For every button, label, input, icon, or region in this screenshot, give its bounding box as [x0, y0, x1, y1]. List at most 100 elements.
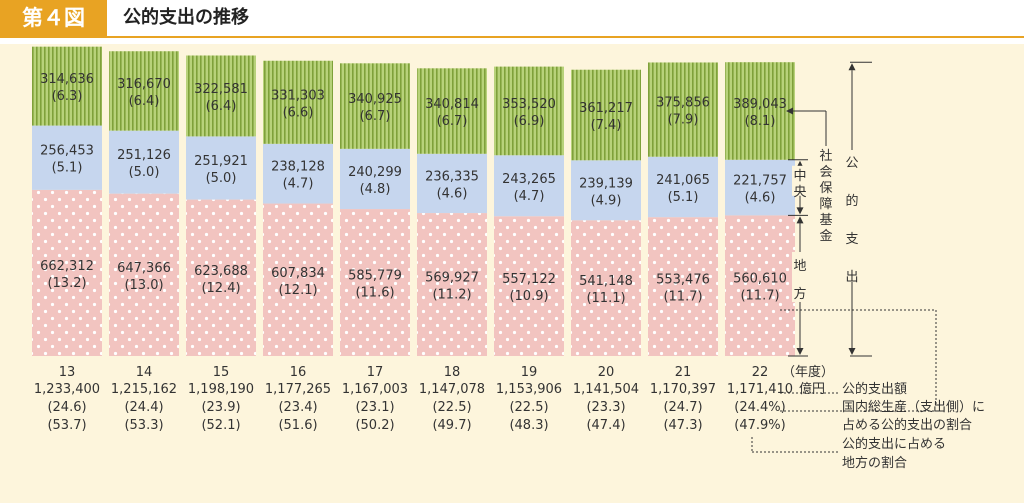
bar-share-label: (11.1)	[586, 291, 625, 306]
gdp-share-label: (23.1)	[355, 400, 394, 415]
note-label: 公的支出額	[842, 381, 907, 397]
bar-segment-local	[725, 215, 795, 356]
bar-value-label: 553,476	[656, 273, 710, 288]
local-label-bg	[792, 252, 808, 302]
category-tick-label: 14	[136, 365, 153, 380]
bar-share-label: (6.7)	[360, 109, 391, 124]
local-share-label: (53.7)	[47, 418, 86, 433]
bar-share-label: (7.4)	[591, 118, 622, 133]
bar-segment-local	[417, 213, 487, 356]
bar-share-label: (5.0)	[206, 171, 237, 186]
category-tick-label: 21	[675, 365, 692, 380]
bar-value-label: 569,927	[425, 271, 479, 286]
total-bracket-arrow-up	[848, 63, 856, 71]
bar-value-label: 331,303	[271, 88, 325, 103]
bar-value-label: 241,065	[656, 173, 710, 188]
bar-share-label: (8.1)	[745, 114, 776, 129]
total-bracket-arrow-down	[848, 348, 856, 355]
bar-share-label: (11.7)	[663, 290, 702, 305]
bar-segment-local	[32, 189, 102, 356]
gdp-share-label: (22.5)	[509, 400, 548, 415]
bar-segment-social-security	[263, 60, 333, 144]
local-share-label: (47.3)	[663, 418, 702, 433]
bar-segment-local	[263, 203, 333, 356]
total-value-label: 1,167,003	[342, 382, 408, 397]
bar-segment-central	[32, 125, 102, 190]
bar-value-label: 251,921	[194, 154, 248, 169]
category-tick-label: 16	[290, 365, 307, 380]
bar-segment-social-security	[109, 51, 179, 131]
bar-share-label: (11.6)	[355, 286, 394, 301]
bar-segment-central	[263, 143, 333, 204]
bar-share-label: (13.2)	[47, 276, 86, 291]
bar-value-label: 238,128	[271, 160, 325, 175]
bar-share-label: (6.9)	[514, 114, 545, 129]
bar-segment-social-security	[32, 46, 102, 126]
bar-value-label: 353,520	[502, 97, 556, 112]
fiscal-year-suffix: （年度）	[782, 364, 834, 380]
bar-value-label: 541,148	[579, 274, 633, 289]
total-value-label: 1,198,190	[188, 382, 254, 397]
total-value-label: 1,215,162	[111, 382, 177, 397]
bar-share-label: (13.0)	[124, 278, 163, 293]
bar-share-label: (10.9)	[509, 289, 548, 304]
bar-value-label: 221,757	[733, 174, 787, 189]
bar-value-label: 340,925	[348, 92, 402, 107]
bar-value-label: 322,581	[194, 82, 248, 97]
figure-header: 第４図 公的支出の推移	[0, 0, 1024, 38]
total-value-label: 1,233,400	[34, 382, 100, 397]
local-share-label: (47.4)	[586, 418, 625, 433]
bar-value-label: 240,299	[348, 165, 402, 180]
category-tick-label: 22	[752, 365, 769, 380]
social-fund-pointer-arrow	[786, 107, 793, 115]
local-share-label: (47.9%)	[734, 418, 785, 433]
bar-share-label: (6.6)	[283, 105, 314, 120]
bar-share-label: (4.7)	[514, 189, 545, 204]
gdp-share-label: (24.6)	[47, 400, 86, 415]
gdp-share-label: (22.5)	[432, 400, 471, 415]
total-value-label: 1,147,078	[419, 382, 485, 397]
gdp-share-label: (24.7)	[663, 400, 702, 415]
social-fund-label: 社会保障基金	[819, 148, 832, 244]
central-bracket-arrow-down	[796, 207, 804, 215]
bar-segment-local	[494, 216, 564, 356]
bar-segment-central	[417, 153, 487, 214]
bar-segment-social-security	[725, 62, 795, 160]
bar-value-label: 607,834	[271, 266, 325, 281]
gdp-share-label: (23.3)	[586, 400, 625, 415]
bar-share-label: (4.7)	[283, 177, 314, 192]
social-fund-label-bg	[818, 146, 834, 244]
bar-share-label: (6.4)	[129, 94, 160, 109]
bar-share-label: (5.0)	[129, 165, 160, 180]
bar-segment-social-security	[186, 55, 256, 137]
bar-segment-local	[340, 209, 410, 356]
bar-segment-central	[109, 130, 179, 194]
figure-number-badge: 第４図	[0, 0, 107, 36]
bar-share-label: (5.1)	[52, 161, 83, 176]
category-tick-label: 17	[367, 365, 384, 380]
bar-value-label: 314,636	[40, 72, 94, 87]
bar-segment-social-security	[494, 66, 564, 156]
bar-segment-social-security	[571, 69, 641, 161]
gdp-share-label: (24.4%)	[734, 400, 785, 415]
local-share-label: (52.1)	[201, 418, 240, 433]
local-share-label: (48.3)	[509, 418, 548, 433]
header-rule	[0, 36, 1024, 38]
bar-value-label: 623,688	[194, 264, 248, 279]
total-value-label: 1,177,265	[265, 382, 331, 397]
note-label: 地方の割合	[842, 455, 907, 471]
local-share-label: (49.7)	[432, 418, 471, 433]
central-bracket-label: 中央	[793, 169, 806, 200]
bar-share-label: (6.7)	[437, 114, 468, 129]
bar-segment-social-security	[340, 63, 410, 149]
local-share-label: (51.6)	[278, 418, 317, 433]
category-tick-label: 18	[444, 365, 461, 380]
bar-segment-social-security	[417, 68, 487, 154]
bar-value-label: 662,312	[40, 259, 94, 274]
bar-value-label: 647,366	[117, 261, 171, 276]
bar-value-label: 236,335	[425, 169, 479, 184]
unit-label: 億円	[799, 381, 825, 397]
bar-segment-local	[186, 199, 256, 356]
note-label: 占める公的支出の割合	[842, 417, 972, 433]
